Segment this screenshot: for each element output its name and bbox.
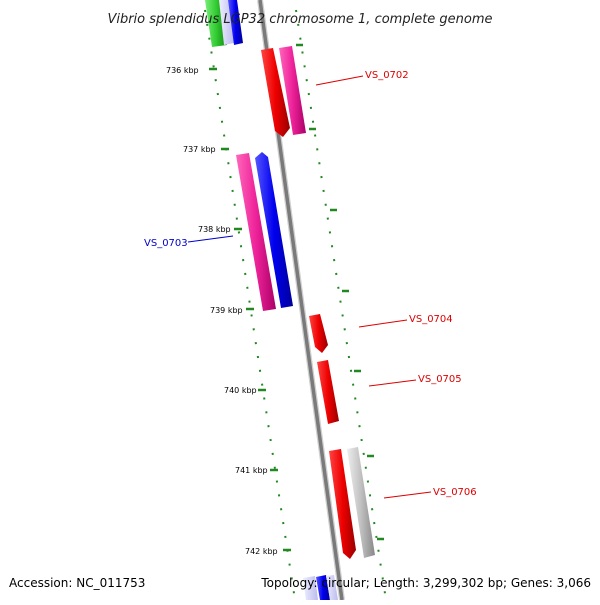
tick-label-738: 738 kbp: [198, 225, 231, 234]
feature-lightblue-bottom-2[interactable]: [326, 575, 338, 600]
tick-label-737: 737 kbp: [183, 145, 216, 154]
map-title: Vibrio splendidus LGP32 chromosome 1, co…: [107, 12, 492, 27]
leader-line-vs0706: [383, 491, 432, 499]
leader-line-vs0703: [187, 235, 234, 243]
gene-label-vs0704[interactable]: VS_0704: [409, 314, 453, 325]
tick-label-741: 741 kbp: [235, 466, 268, 475]
leader-line-vs0704: [358, 319, 408, 328]
tick-label-740: 740 kbp: [224, 386, 257, 395]
feature-red-vs0705[interactable]: [317, 360, 339, 424]
tick-label-739: 739 kbp: [210, 306, 243, 315]
major-ticks-left: [209, 67, 291, 552]
gene-label-vs0702[interactable]: VS_0702: [365, 70, 409, 81]
feature-red-vs0702[interactable]: [261, 48, 290, 137]
gene-label-vs0706[interactable]: VS_0706: [433, 487, 477, 498]
feature-pink-vs0702[interactable]: [279, 46, 306, 135]
feature-lightblue-bottom[interactable]: [303, 576, 318, 600]
feature-red-vs0704[interactable]: [309, 314, 328, 353]
gene-label-vs0703[interactable]: VS_0703: [144, 238, 188, 249]
topology-text: Topology: circular; Length: 3,299,302 bp…: [260, 576, 591, 590]
leader-line-vs0705: [368, 379, 417, 387]
tick-label-736: 736 kbp: [166, 66, 199, 75]
feature-grey-vs0706[interactable]: [347, 447, 375, 558]
ruler-tick-labels: 736 kbp 737 kbp 738 kbp 739 kbp 740 kbp …: [166, 66, 278, 556]
feature-pink-vs0703[interactable]: [236, 153, 276, 311]
leader-line-vs0702: [315, 75, 364, 86]
accession-text: Accession: NC_011753: [9, 576, 145, 590]
gene-labels[interactable]: VS_0702 VS_0703 VS_0704 VS_0705 VS_0706: [144, 70, 477, 498]
feature-blue-vs0703[interactable]: [255, 152, 293, 308]
major-ticks-right: [296, 43, 384, 541]
ruler-track-left: [204, 9, 296, 601]
tick-label-742: 742 kbp: [245, 547, 278, 556]
gene-label-vs0705[interactable]: VS_0705: [418, 374, 462, 385]
feature-red-vs0706[interactable]: [329, 449, 356, 559]
ruler-track-right: [295, 9, 387, 601]
gene-label-leaders: [187, 75, 432, 499]
feature-blue-bottom[interactable]: [316, 575, 330, 600]
feature-blue-top[interactable]: [228, 0, 243, 45]
